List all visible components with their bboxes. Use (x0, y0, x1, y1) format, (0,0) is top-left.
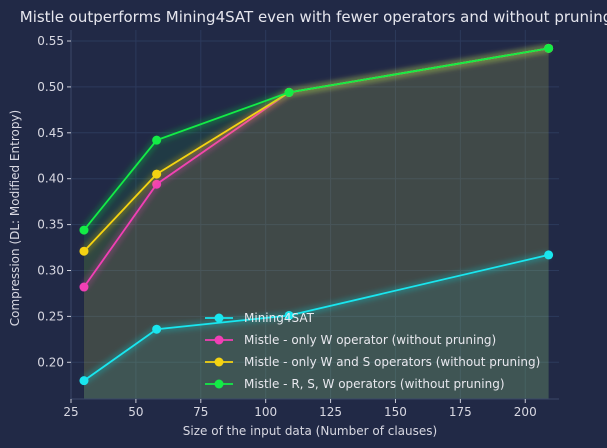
grid (70, 30, 559, 399)
y-tick-label-6: 0.50 (37, 80, 64, 94)
x-axis-label: Size of the input data (Number of clause… (183, 424, 437, 438)
legend-label-3: Mistle - R, S, W operators (without prun… (244, 377, 505, 391)
y-tick-label-1: 0.25 (37, 309, 64, 323)
legend-label-0: Mining4SAT (244, 311, 315, 325)
y-tick-label-0: 0.20 (37, 355, 64, 369)
data-point-2-0 (79, 246, 89, 256)
series-line-3 (83, 47, 549, 231)
series-fill-0 (83, 254, 549, 399)
data-point-3-3 (544, 43, 554, 53)
data-point-3-1 (152, 135, 162, 145)
x-tick-label-3: 100 (254, 405, 277, 419)
y-axis-label: Compression (DL: Modified Entropy) (8, 110, 22, 326)
x-tick-label-1: 50 (128, 405, 143, 419)
area-fills (83, 48, 549, 399)
legend-label-2: Mistle - only W and S operators (without… (244, 355, 540, 369)
x-tick-label-4: 125 (319, 405, 342, 419)
legend-swatch-marker-3 (214, 379, 224, 389)
y-tick-label-3: 0.35 (37, 218, 64, 232)
series-fill-3 (83, 48, 549, 399)
data-point-1-0 (79, 282, 89, 292)
series-fill-2 (83, 48, 549, 399)
x-tick-label-2: 75 (193, 405, 208, 419)
data-point-2-1 (152, 169, 162, 179)
y-tick-label-7: 0.55 (37, 34, 64, 48)
x-tick-label-5: 150 (384, 405, 407, 419)
chart-title: Mistle outperforms Mining4SAT even with … (20, 8, 607, 26)
legend: Mining4SAT Mistle - only W operator (with… (205, 311, 540, 391)
legend-label-1: Mistle - only W operator (without prunin… (244, 333, 496, 347)
legend-swatch-marker-2 (214, 357, 224, 367)
data-point-0-1 (152, 324, 162, 334)
data-point-0-0 (79, 376, 89, 386)
x-tick-label-0: 25 (63, 405, 78, 419)
data-point-3-2 (284, 87, 294, 97)
x-tick-label-6: 175 (449, 405, 472, 419)
series-layer (79, 43, 554, 386)
series-line-0 (83, 254, 549, 382)
y-tick-label-4: 0.40 (37, 172, 64, 186)
data-point-0-3 (544, 250, 554, 260)
data-point-0-2 (284, 310, 294, 320)
legend-swatch-marker-1 (214, 335, 224, 345)
series-fill-1 (83, 48, 549, 399)
y-tick-label-5: 0.45 (37, 126, 64, 140)
data-point-3-0 (79, 225, 89, 235)
legend-swatch-marker-0 (214, 313, 224, 323)
axes: 25 50 75 100 125 150 175 200 0.20 0.25 0.30 0.35 0.4… (37, 30, 559, 419)
y-tick-label-2: 0.30 (37, 263, 64, 277)
x-tick-label-7: 200 (514, 405, 537, 419)
